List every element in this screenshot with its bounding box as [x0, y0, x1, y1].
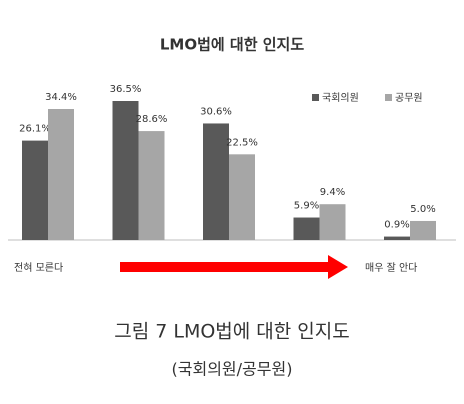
bar	[229, 154, 255, 240]
chart-title: LMO법에 대한 인지도	[160, 36, 304, 54]
value-label: 30.6%	[200, 106, 232, 117]
value-label: 5.9%	[294, 201, 319, 212]
bar	[293, 217, 320, 240]
bar	[203, 123, 229, 240]
value-label: 28.6%	[136, 114, 168, 125]
legend-label: 공무원	[395, 92, 423, 104]
bar	[319, 204, 346, 240]
bar	[384, 236, 410, 240]
value-label: 22.5%	[226, 137, 258, 148]
caption-title: 그림 7 LMO법에 대한 인지도	[114, 321, 350, 343]
value-label: 0.9%	[384, 220, 409, 231]
bar	[22, 140, 48, 240]
bar	[410, 220, 436, 240]
value-label: 26.1%	[19, 124, 51, 135]
caption-subtitle: (국회의원/공무원)	[172, 360, 293, 379]
value-label: 34.4%	[45, 92, 77, 103]
bar	[48, 108, 74, 241]
arrow-shaft	[120, 262, 330, 272]
arrow-head	[328, 255, 348, 279]
legend-label: 국회의원	[322, 92, 359, 104]
legend-swatch	[385, 94, 392, 101]
bar	[138, 131, 165, 240]
bar	[112, 101, 139, 240]
annotation-right: 매우 잘 안다	[365, 262, 417, 274]
value-label: 36.5%	[110, 84, 142, 95]
value-label: 9.4%	[320, 187, 345, 198]
annotation-left: 전혀 모른다	[14, 262, 63, 274]
value-label: 5.0%	[410, 204, 435, 215]
legend-swatch	[312, 94, 319, 101]
